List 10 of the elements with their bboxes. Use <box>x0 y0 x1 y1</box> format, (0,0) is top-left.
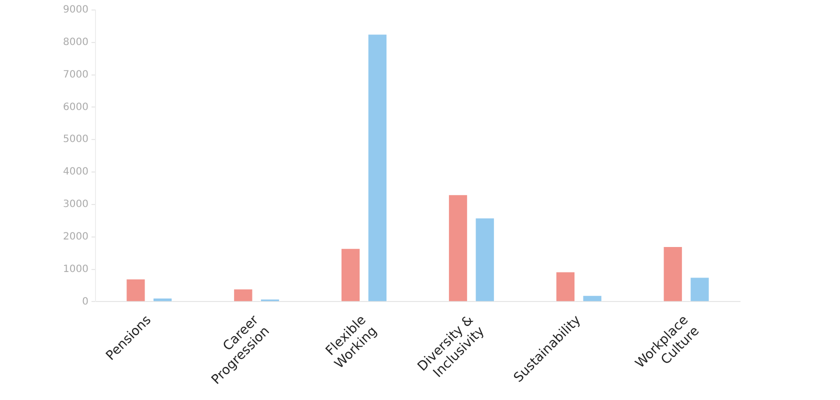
y-tick-label: 2000 <box>62 231 88 242</box>
y-tick-label: 7000 <box>62 69 88 80</box>
y-tick-label: 4000 <box>62 166 88 178</box>
y-tick-label: 0 <box>82 296 88 308</box>
y-tick-label: 1000 <box>62 264 88 275</box>
y-tick-label: 8000 <box>62 37 88 48</box>
y-tick-label: 6000 <box>62 102 88 113</box>
y-tick-label: 5000 <box>62 134 88 146</box>
y-tick-label: 3000 <box>62 199 88 210</box>
y-tick-label: 9000 <box>62 4 88 16</box>
